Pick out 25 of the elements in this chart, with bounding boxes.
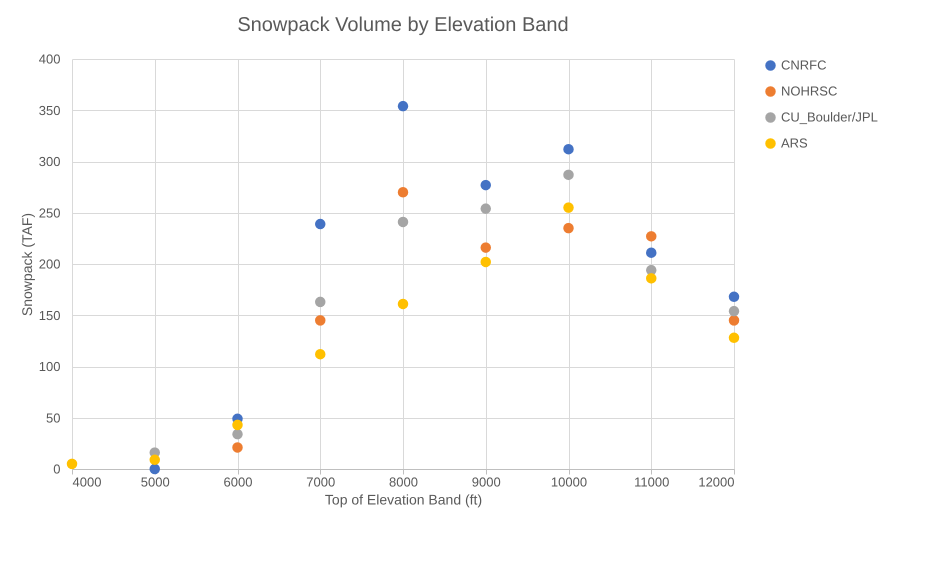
- y-tick-label: 50: [46, 410, 60, 426]
- legend-label: CNRFC: [781, 58, 826, 72]
- y-tick-label: 400: [38, 52, 60, 66]
- x-tick-label: 6000: [224, 474, 252, 490]
- x-tick-label: 9000: [472, 474, 501, 490]
- legend-label: ARS: [781, 136, 808, 150]
- y-tick-label: 300: [38, 154, 60, 169]
- y-tick-label: 0: [53, 462, 60, 476]
- y-tick-label: 250: [38, 205, 60, 220]
- y-tick-label: 350: [38, 102, 60, 118]
- y-axis-title: Snowpack (TAF): [18, 212, 35, 316]
- y-tick-label: 100: [38, 359, 60, 374]
- x-tick-label: 8000: [389, 474, 418, 490]
- y-tick-label: 150: [38, 308, 60, 323]
- x-tick-label: 7000: [306, 474, 336, 490]
- legend-label: CU_Boulder/JPL: [781, 110, 878, 124]
- x-tick-label: 10000: [550, 474, 588, 490]
- legend-label: NOHRSC: [781, 84, 838, 98]
- x-tick-label: 12000: [698, 474, 734, 490]
- x-tick-label: 11000: [634, 474, 670, 490]
- chart-title: Snowpack Volume by Elevation Band: [237, 14, 569, 36]
- x-axis-title: Top of Elevation Band (ft): [324, 492, 482, 508]
- y-tick-label: 200: [38, 256, 60, 272]
- x-tick-label: 4000: [72, 474, 102, 490]
- x-tick-label: 5000: [140, 474, 170, 490]
